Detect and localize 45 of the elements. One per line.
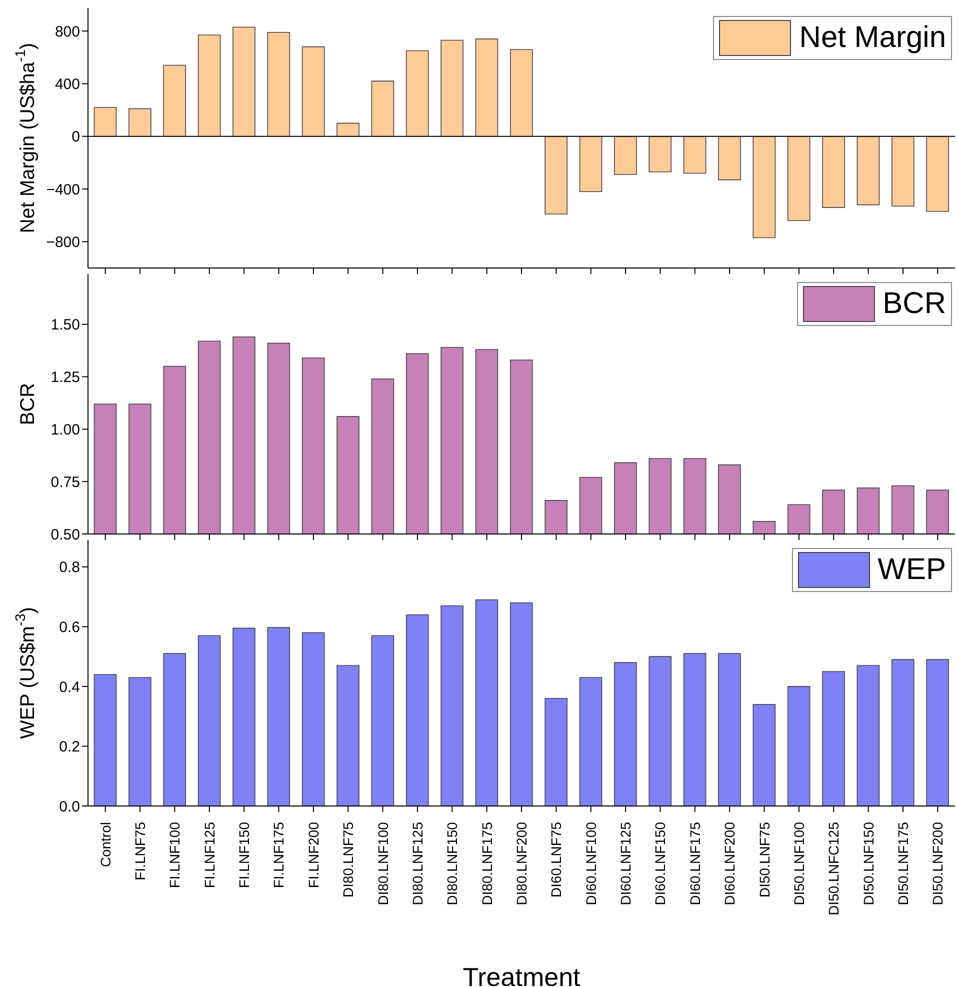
- y-tick-label: −800: [46, 234, 80, 251]
- x-tick-label: DI50.LNF75: [756, 822, 772, 898]
- x-tick-label: DI80.LNF100: [374, 822, 391, 906]
- x-tick-label: DI80.LNF175: [478, 822, 495, 906]
- x-tick-label: FI.LNF200: [305, 822, 322, 888]
- x-tick-label: DI60.LNF150: [652, 822, 668, 906]
- x-tick-label: DI50.LNF175: [894, 822, 911, 906]
- y-tick-label: 1.50: [50, 316, 80, 334]
- y-tick-label: 0.4: [59, 678, 80, 696]
- y-tick-label: 0.75: [50, 474, 80, 491]
- x-tick-label: DI60.LNF125: [618, 822, 634, 906]
- x-tick-label: DI80.LNF125: [409, 822, 426, 906]
- x-tick-label: DI50.LNF200: [930, 822, 946, 906]
- legend-label: Net Margin: [799, 21, 946, 55]
- x-tick-label: FI.LNF75: [132, 822, 148, 880]
- x-tick-label: FI.LNF100: [166, 822, 183, 888]
- x-tick-label: DI60.LNF200: [722, 822, 738, 906]
- legend-label: WEP: [878, 553, 946, 587]
- y-axis-title: BCR: [17, 382, 39, 426]
- y-tick-label: 1.25: [50, 369, 80, 386]
- y-tick-label: 800: [54, 23, 80, 40]
- x-tick-label: FI.LNF125: [201, 822, 218, 888]
- y-tick-label: 0.2: [59, 738, 80, 756]
- x-tick-label: DI60.LNF175: [686, 822, 703, 906]
- x-tick-label: DI50.LNF150: [860, 822, 876, 906]
- x-tick-label: DI80.LNF200: [514, 822, 530, 906]
- x-tick-label: DI80.LNF75: [340, 822, 356, 898]
- y-tick-label: 0.8: [59, 559, 80, 576]
- y-tick-label: 0.50: [50, 526, 80, 544]
- legend-label: BCR: [882, 287, 946, 321]
- y-tick-label: 0: [72, 128, 80, 146]
- x-tick-label: DI60.LNF75: [548, 822, 564, 898]
- x-tick-label: DI60.LNF100: [582, 822, 599, 906]
- x-tick-label: DI50.LNF100: [790, 822, 807, 906]
- x-tick-label: Control: [97, 822, 114, 868]
- x-axis-title: Treatment: [462, 962, 582, 987]
- y-tick-label: 0.6: [59, 619, 80, 636]
- x-tick-label: FI.LNF175: [270, 822, 287, 888]
- x-tick-label: DI50.LNFC125: [826, 822, 842, 916]
- y-tick-label: 1.00: [50, 421, 80, 438]
- y-tick-label: 400: [54, 76, 80, 94]
- x-tick-label: DI80.LNF150: [444, 822, 460, 906]
- y-tick-label: 0.0: [59, 798, 80, 816]
- x-tick-label: FI.LNF150: [236, 822, 252, 888]
- y-tick-label: −400: [46, 181, 80, 198]
